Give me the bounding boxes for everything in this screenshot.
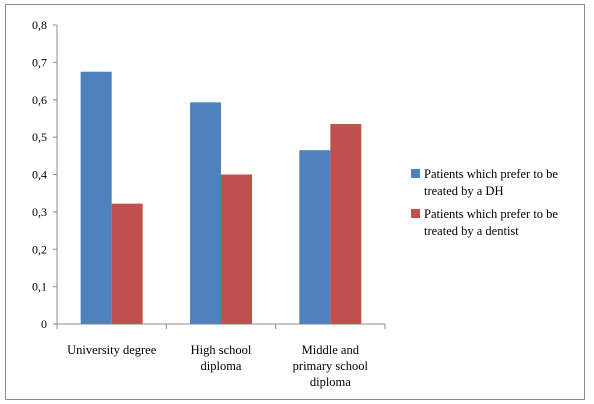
legend-label-line: Patients which prefer to be: [424, 167, 558, 181]
x-category-label-line: University degree: [67, 343, 157, 357]
bar: [299, 150, 331, 324]
y-tick-label: 0: [41, 317, 47, 331]
y-tick-label: 0,6: [32, 93, 47, 107]
legend-label: Patients which prefer to be treated by a …: [424, 167, 558, 198]
y-tick-label: 0,3: [32, 205, 47, 219]
y-tick-label: 0,1: [32, 280, 47, 294]
x-category-label: University degree: [67, 343, 157, 357]
y-tick-label: 0,8: [32, 18, 47, 32]
legend-label-line: treated by a DH: [424, 184, 503, 198]
y-tick-label: 0,7: [32, 55, 47, 69]
bar: [190, 102, 221, 325]
x-category-label-line: diploma: [310, 375, 351, 389]
x-category-label: Middle and primary school diploma: [293, 343, 369, 389]
bar: [80, 71, 112, 324]
y-tick-label: 0,5: [32, 130, 47, 144]
legend-label: Patients which prefer to be treated by a …: [424, 207, 558, 238]
y-tick-label: 0,4: [32, 168, 47, 182]
legend-label-line: Patients which prefer to be: [424, 207, 558, 221]
x-category-label-line: High school: [191, 343, 252, 357]
bar: [111, 203, 143, 324]
y-tick-label: 0,2: [32, 242, 47, 256]
x-category-label: High school diploma: [191, 343, 252, 373]
bar: [330, 124, 362, 324]
x-category-label-line: primary school: [293, 359, 369, 373]
legend-swatch: [411, 169, 420, 178]
x-category-label-line: Middle and: [302, 343, 360, 357]
bar: [221, 174, 252, 324]
x-category-label-line: diploma: [201, 359, 242, 373]
legend-label-line: treated by a dentist: [424, 224, 519, 238]
legend-swatch: [411, 209, 420, 218]
